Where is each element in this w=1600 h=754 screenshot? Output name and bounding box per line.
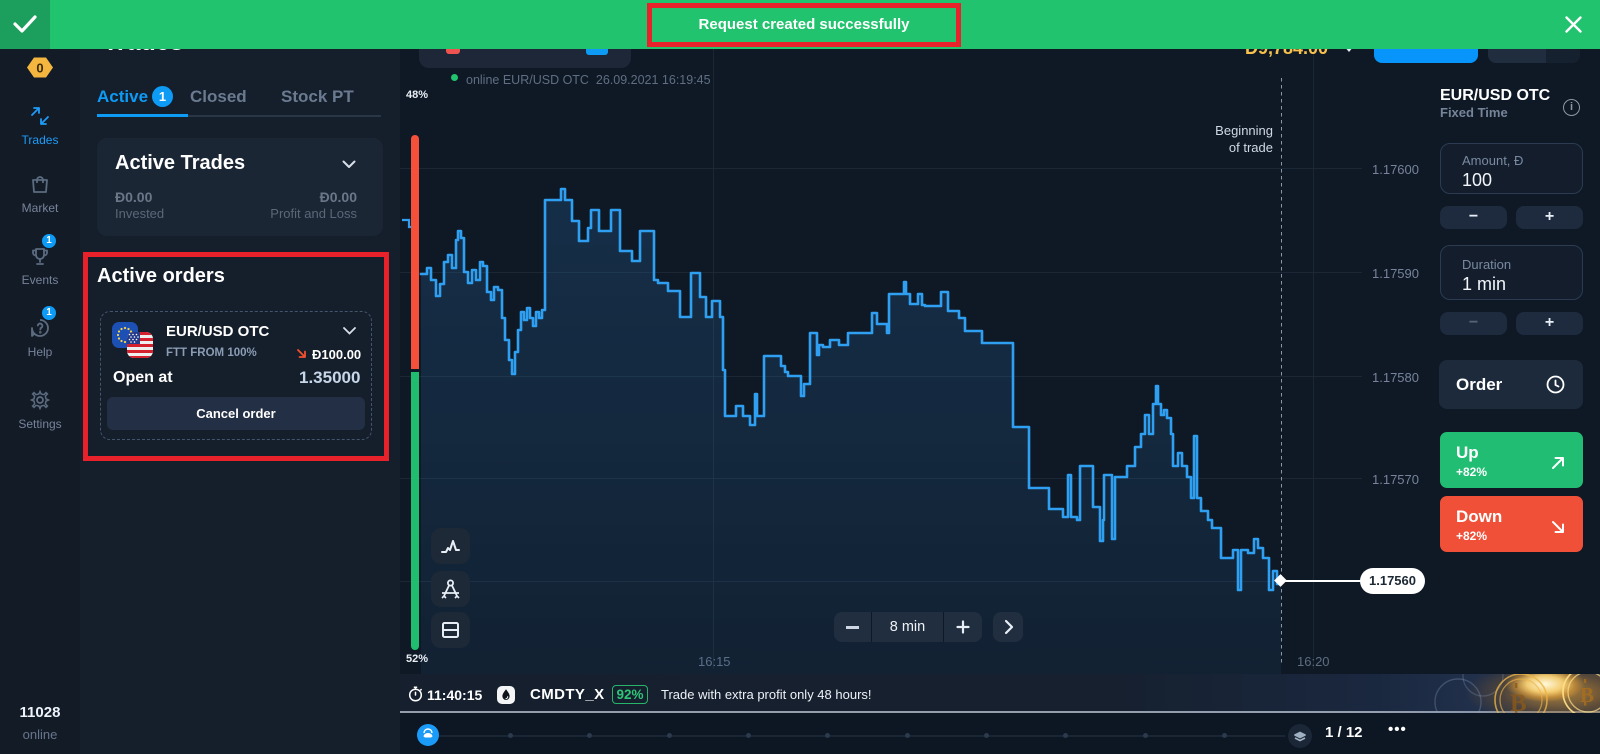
svg-text:B: B: [1580, 683, 1594, 707]
svg-text:0: 0: [36, 61, 43, 76]
svg-text:B: B: [1510, 690, 1527, 713]
